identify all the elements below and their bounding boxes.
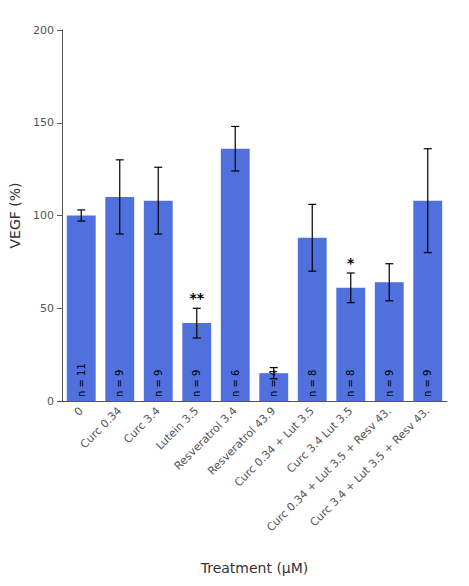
svg-text:n = 9: n = 9 xyxy=(384,370,395,397)
svg-text:200: 200 xyxy=(33,24,54,37)
svg-text:n = 9: n = 9 xyxy=(114,370,125,397)
svg-text:n = 9: n = 9 xyxy=(422,370,433,397)
svg-text:Curc 3.4 + Lut 3.5 + Resv 43.: Curc 3.4 + Lut 3.5 + Resv 43. xyxy=(308,404,433,529)
svg-text:n = 8: n = 8 xyxy=(345,370,356,397)
svg-text:Curc 3.4 Lut 3.5: Curc 3.4 Lut 3.5 xyxy=(284,404,355,475)
svg-text:*: * xyxy=(347,255,355,271)
svg-text:Curc 0.34 + Lut 3.5: Curc 0.34 + Lut 3.5 xyxy=(231,404,317,490)
svg-text:Curc 3.4: Curc 3.4 xyxy=(121,404,163,447)
svg-text:Resveratrol 3.4: Resveratrol 3.4 xyxy=(172,404,240,472)
svg-text:n = 9: n = 9 xyxy=(153,370,164,397)
svg-text:100: 100 xyxy=(33,209,54,222)
svg-text:n = 9: n = 9 xyxy=(191,370,202,397)
svg-text:Resveratrol 43.9: Resveratrol 43.9 xyxy=(205,404,278,477)
svg-text:Curc 0.34 + Lut 3.5 + Resv 43.: Curc 0.34 + Lut 3.5 + Resv 43. xyxy=(264,404,394,535)
svg-text:n = 8: n = 8 xyxy=(307,370,318,397)
svg-text:Treatment (μM): Treatment (μM) xyxy=(200,560,309,576)
svg-text:n = 11: n = 11 xyxy=(76,363,87,397)
svg-text:0: 0 xyxy=(47,395,54,408)
svg-text:VEGF (%): VEGF (%) xyxy=(7,182,23,248)
svg-text:Curc 0.34: Curc 0.34 xyxy=(78,404,125,451)
svg-text:n = 4: n = 4 xyxy=(268,369,280,397)
svg-text:0: 0 xyxy=(72,404,86,418)
svg-text:n = 6: n = 6 xyxy=(230,370,241,397)
svg-text:**: ** xyxy=(189,290,204,306)
svg-text:150: 150 xyxy=(33,116,54,129)
svg-text:50: 50 xyxy=(40,302,54,315)
svg-text:Lutein 3.5: Lutein 3.5 xyxy=(153,404,202,453)
